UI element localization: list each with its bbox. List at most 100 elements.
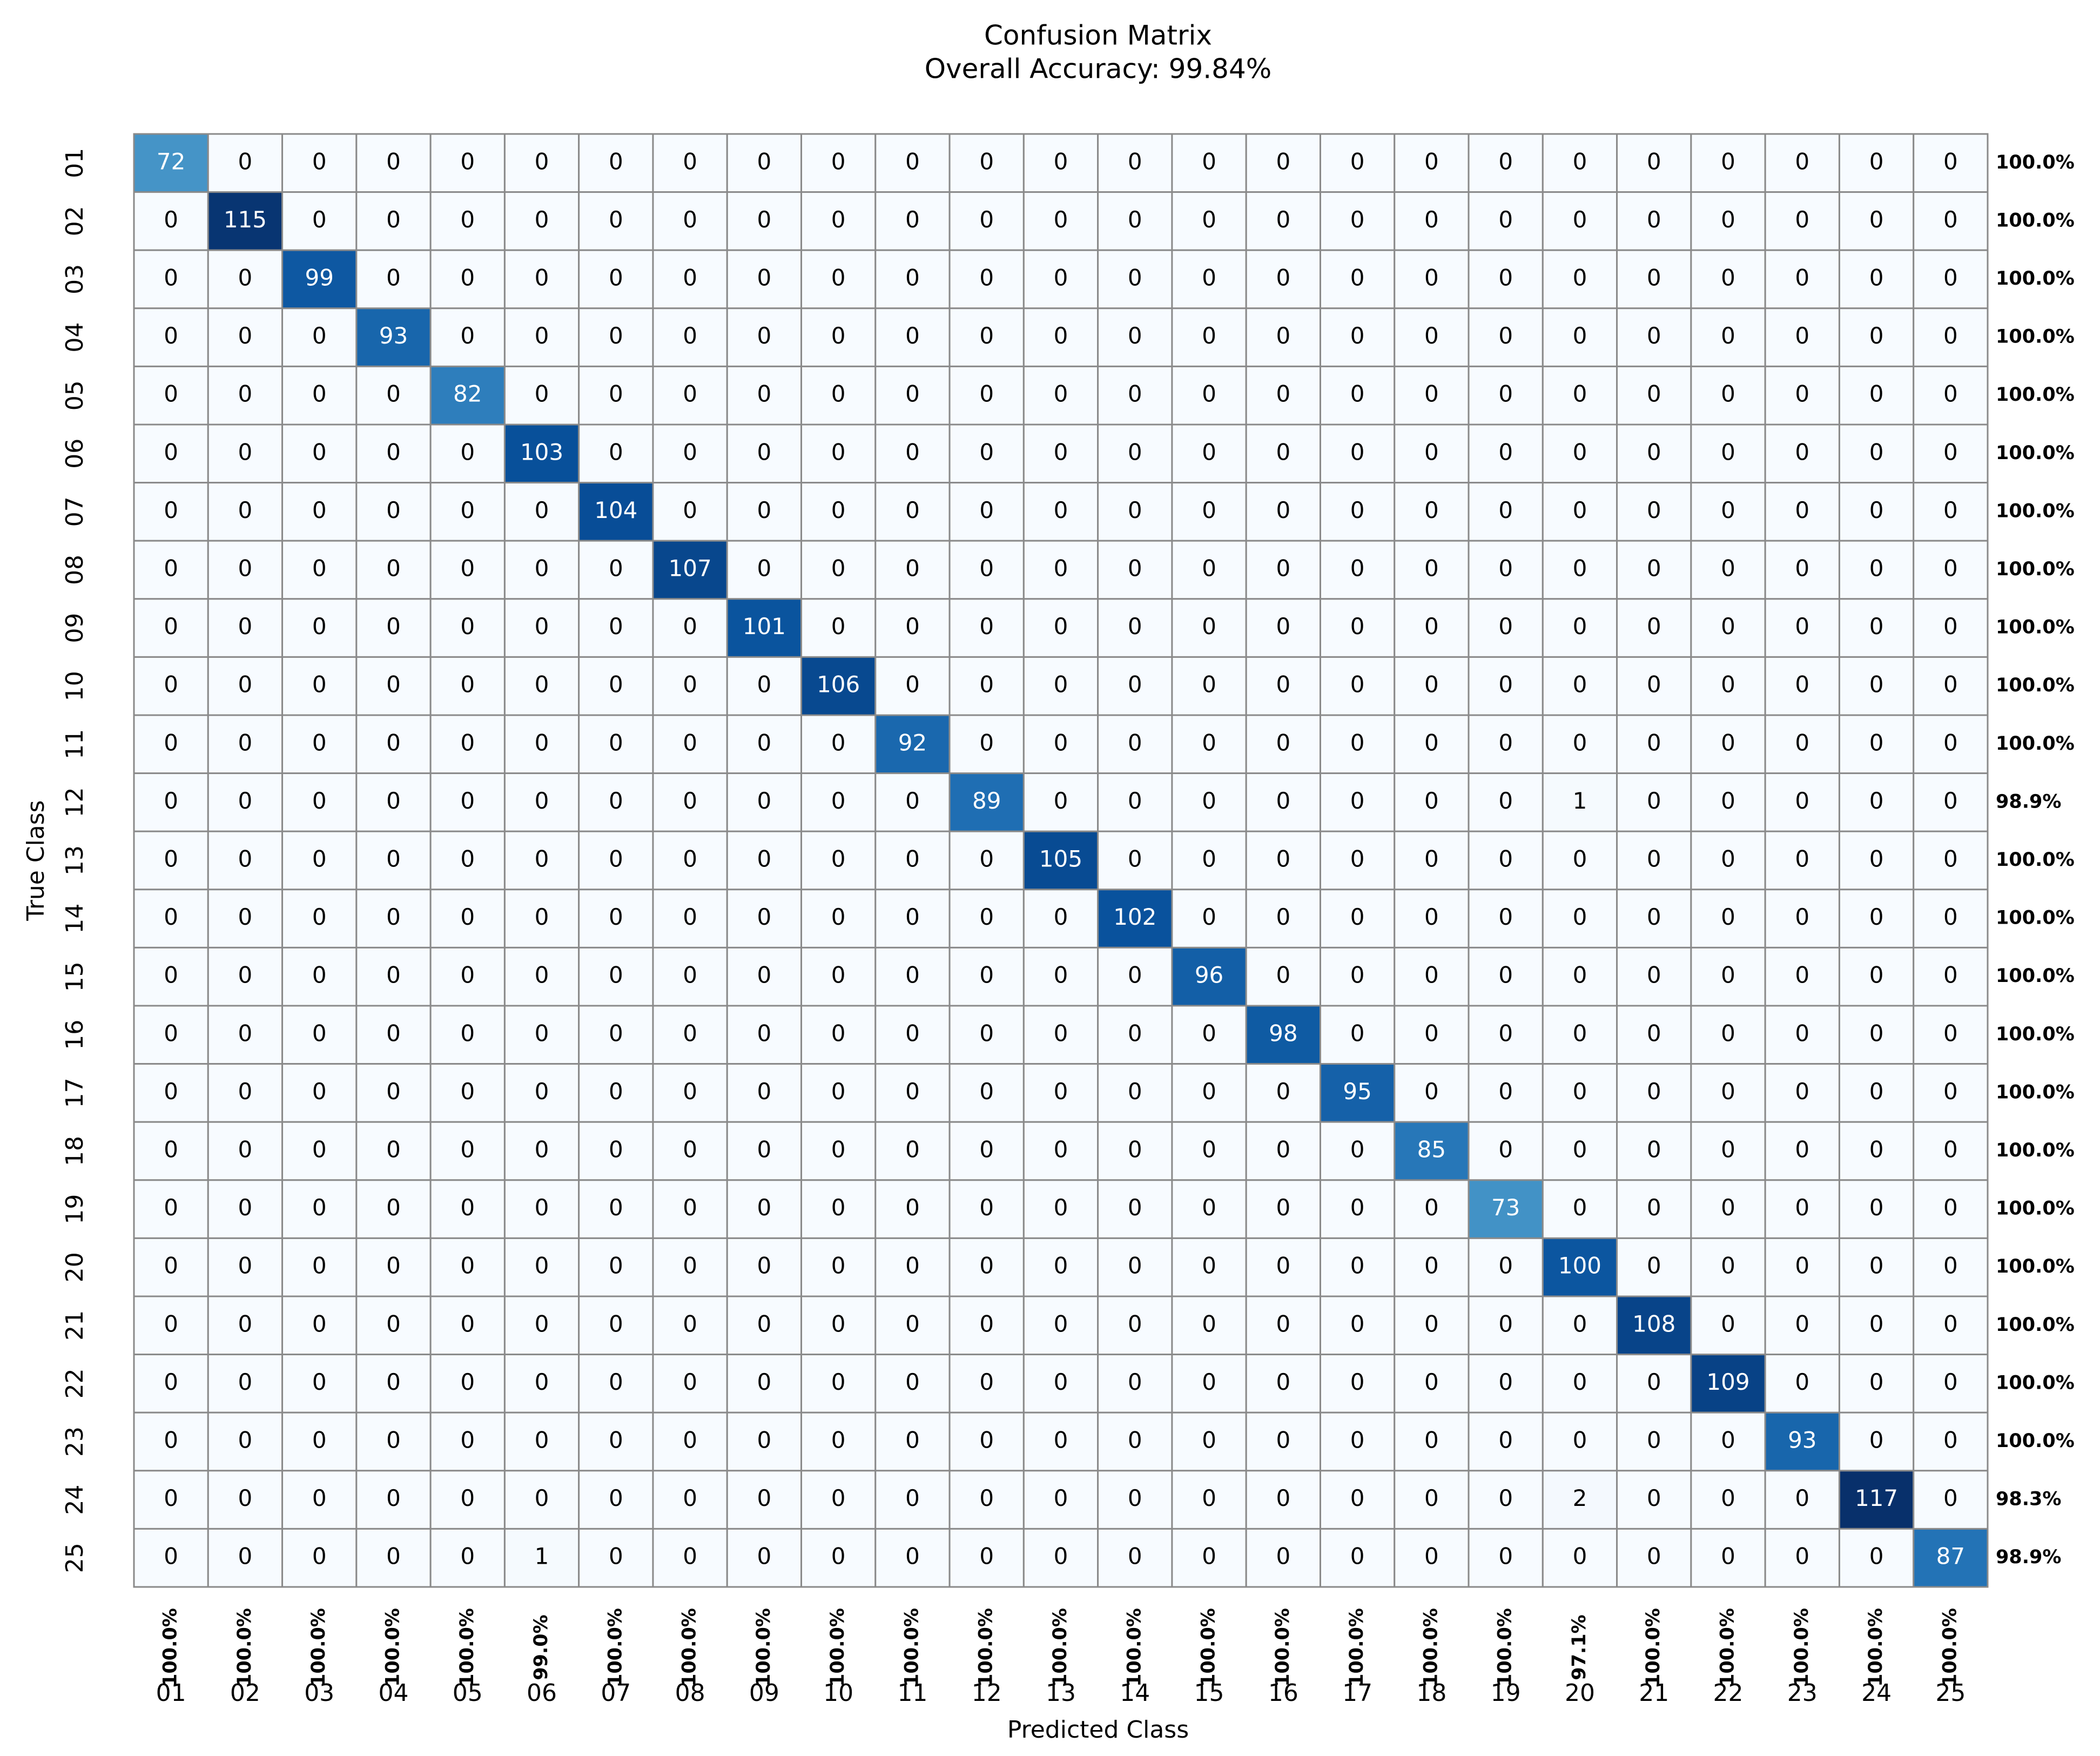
heatmap-cell	[133, 307, 209, 367]
cell-value: 0	[1054, 265, 1068, 291]
cell-value: 0	[460, 1253, 475, 1279]
heatmap-cell	[800, 249, 877, 310]
cell-value: 0	[683, 1253, 697, 1279]
cell-value: 105	[1039, 846, 1082, 872]
heatmap-cell	[578, 598, 654, 658]
cell-value: 0	[1795, 846, 1809, 872]
cell-value: 0	[1202, 671, 1216, 698]
cell-value: 0	[609, 904, 623, 930]
cell-value: 0	[1128, 729, 1142, 756]
heatmap-cell	[1838, 133, 1915, 193]
heatmap-cell	[1468, 133, 1544, 193]
cell-value: 0	[386, 439, 401, 465]
cell-value: 0	[238, 555, 253, 582]
heatmap-cell	[1690, 656, 1766, 716]
cell-value: 0	[1795, 439, 1809, 465]
heatmap-cell	[1838, 1528, 1915, 1588]
cell-value: 0	[164, 1369, 178, 1395]
cell-value: 104	[594, 497, 637, 523]
heatmap-cell	[578, 1121, 654, 1181]
heatmap-cell	[1690, 249, 1766, 310]
heatmap-cell	[1394, 1354, 1470, 1414]
cell-value: 0	[386, 1136, 401, 1163]
cell-value: 0	[164, 788, 178, 814]
row-accuracy: 100.0%	[1996, 1081, 2075, 1103]
cell-value: 0	[1647, 1194, 1661, 1221]
cell-value: 0	[1943, 148, 1958, 174]
column-accuracy: 97.1%	[1569, 1614, 1590, 1680]
cell-value: 0	[1350, 1253, 1365, 1279]
cell-value: 0	[238, 1485, 253, 1511]
cell-value: 0	[164, 206, 178, 233]
cell-value: 0	[683, 381, 697, 407]
cell-value: 0	[1647, 148, 1661, 174]
cell-value: 0	[905, 846, 920, 872]
cell-value: 0	[1350, 555, 1365, 582]
heatmap-cell	[1690, 1470, 1766, 1530]
cell-value: 0	[164, 1485, 178, 1511]
cell-value: 0	[1128, 1310, 1142, 1337]
cell-value: 0	[1424, 1078, 1439, 1105]
heatmap-cell	[948, 1121, 1025, 1181]
cell-value: 0	[1276, 1310, 1290, 1337]
cell-value: 0	[238, 1078, 253, 1105]
heatmap-cell	[133, 656, 209, 716]
cell-value: 0	[1054, 439, 1068, 465]
heatmap-cell	[1097, 1179, 1173, 1239]
cell-value: 82	[453, 381, 482, 407]
cell-value: 0	[1054, 381, 1068, 407]
heatmap-cell	[800, 946, 877, 1007]
cell-value: 0	[1128, 381, 1142, 407]
x-tick-label: 16	[1268, 1679, 1298, 1707]
cell-value: 0	[460, 962, 475, 988]
cell-value: 0	[683, 788, 697, 814]
cell-value: 0	[535, 1136, 549, 1163]
cell-value: 0	[1498, 265, 1513, 291]
heatmap-cell	[1616, 889, 1692, 948]
cell-value: 0	[683, 206, 697, 233]
heatmap-cell	[133, 1237, 209, 1297]
row-accuracy: 100.0%	[1996, 1024, 2075, 1045]
heatmap-cell	[133, 540, 209, 600]
cell-value: 0	[1202, 555, 1216, 582]
heatmap-cell	[429, 1179, 506, 1239]
cell-value: 0	[1869, 1427, 1884, 1454]
cell-value: 0	[979, 1020, 994, 1046]
cell-value: 0	[1647, 1485, 1661, 1511]
cell-value: 0	[312, 1310, 327, 1337]
heatmap-cell	[1838, 1354, 1915, 1414]
cell-value: 0	[1128, 555, 1142, 582]
cell-value: 0	[312, 1136, 327, 1163]
heatmap-cell	[429, 307, 506, 367]
y-tick-label: 14	[61, 904, 89, 934]
cell-value: 0	[238, 613, 253, 640]
heatmap-cell	[1097, 714, 1173, 775]
x-axis-label: Predicted Class	[1007, 1716, 1189, 1744]
column-accuracy: 100.0%	[1346, 1608, 1368, 1687]
heatmap-cell	[726, 772, 803, 832]
cell-value: 0	[1498, 439, 1513, 465]
heatmap-cell	[1616, 1121, 1692, 1181]
cell-value: 0	[1276, 904, 1290, 930]
heatmap-cell	[1913, 598, 1989, 658]
cell-value: 0	[1128, 1427, 1142, 1454]
cell-value: 0	[1202, 1020, 1216, 1046]
cell-value: 0	[1350, 788, 1365, 814]
cell-value: 0	[1647, 1078, 1661, 1105]
cell-value: 0	[609, 1427, 623, 1454]
heatmap-cell	[1616, 423, 1692, 484]
cell-value: 0	[757, 1485, 772, 1511]
cell-value: 87	[1936, 1543, 1965, 1570]
heatmap-cell	[1542, 714, 1618, 775]
heatmap-cell	[1616, 598, 1692, 658]
cell-value: 0	[1054, 322, 1068, 349]
heatmap-cell	[578, 946, 654, 1007]
heatmap-cell	[281, 133, 358, 193]
cell-value: 0	[238, 904, 253, 930]
heatmap-cell	[1245, 191, 1321, 251]
cell-value: 0	[238, 846, 253, 872]
cell-value: 0	[1795, 1369, 1809, 1395]
y-tick-label: 25	[61, 1543, 89, 1573]
cell-value: 0	[1350, 1020, 1365, 1046]
heatmap-cell	[1097, 1354, 1173, 1414]
